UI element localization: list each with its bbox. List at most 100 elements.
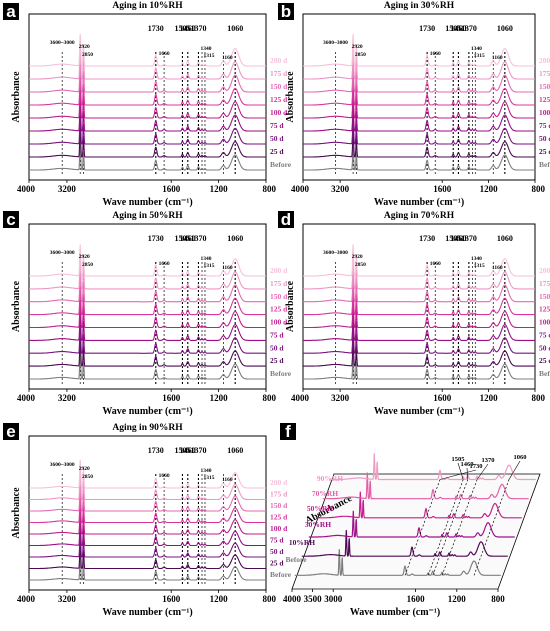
series-label: 50%RH <box>307 504 333 513</box>
x-axis-label: Wave number (cm⁻¹) <box>350 607 440 618</box>
series-label: 50 d <box>270 134 284 143</box>
series-label: 175 d <box>270 69 288 78</box>
series-label: Before <box>539 160 550 169</box>
peak-label: 1730 <box>419 24 435 33</box>
peak-label-small: 3600~3000 <box>50 40 75 46</box>
series-label: 200 d <box>270 478 288 487</box>
peak-label-small: 2920 <box>79 44 90 50</box>
peak-label: 1370 <box>190 24 206 33</box>
spectrum-line <box>303 142 535 171</box>
x-tick-label: 4000 <box>17 594 36 604</box>
x-tick-label: 3500 <box>304 594 323 604</box>
spectrum-line <box>329 453 536 481</box>
panel-letter-box <box>280 423 296 440</box>
x-tick-label: 800 <box>491 594 505 604</box>
peak-label-small: 1660 <box>430 261 441 267</box>
peak-label-small: 2920 <box>79 466 90 472</box>
peak-label-small: 1660 <box>159 473 170 479</box>
series-label: 90%RH <box>317 474 343 483</box>
peak-leader <box>508 460 521 480</box>
peak-label: 1460 <box>461 461 474 468</box>
x-tick-label: 1200 <box>480 393 499 403</box>
peak-label: 1370 <box>461 234 477 243</box>
x-tick-label: 1200 <box>210 393 229 403</box>
peak-label-small: 1340 <box>201 46 212 52</box>
x-tick-label: 4000 <box>283 594 302 604</box>
series-label: 150 d <box>270 501 288 510</box>
panel-letter: a <box>6 2 16 21</box>
plot-frame <box>28 13 267 181</box>
peak-label-small: 1340 <box>201 256 212 262</box>
panel-title: Aging in 30%RH <box>384 1 455 11</box>
peak-leader <box>457 462 464 480</box>
peak-label: 1505 <box>452 456 466 463</box>
spectrum-line <box>29 142 266 171</box>
series-label: Before <box>539 369 550 378</box>
peak-label-small: 3600~3000 <box>50 462 75 468</box>
spectrum-line <box>303 338 535 367</box>
x-tick-label: 3200 <box>58 184 77 194</box>
panel-letter: f <box>285 422 291 441</box>
x-tick-label: 800 <box>532 393 546 403</box>
plot-frame <box>28 223 267 390</box>
peak-label-small: 2850 <box>355 262 366 268</box>
series-label: 75 d <box>539 121 550 130</box>
peak-label: 1460 <box>450 24 466 33</box>
spectrum-line <box>303 257 535 290</box>
spectrum-line <box>303 244 535 277</box>
series-label: 175 d <box>539 69 550 78</box>
series-label: Before <box>270 570 292 579</box>
peak-label-small: 1315 <box>203 53 214 59</box>
peak-label: 1730 <box>148 446 164 455</box>
peak-label: 1505 <box>174 24 190 33</box>
series-label: 125 d <box>270 305 288 314</box>
x-tick-label: 3200 <box>58 393 77 403</box>
peak-label: 1730 <box>470 463 483 470</box>
spectrum-line <box>29 555 266 581</box>
peak-label: 1370 <box>190 234 206 243</box>
peak-guide <box>404 479 441 576</box>
series-label: 100 d <box>539 318 550 327</box>
peak-label: 1370 <box>461 24 477 33</box>
series-label: 75 d <box>270 330 284 339</box>
peak-label-small: 1660 <box>430 51 441 57</box>
spectrum-line <box>303 115 535 145</box>
x-tick-label: 4000 <box>17 184 36 194</box>
peak-guide <box>441 479 478 576</box>
series-label: 25 d <box>270 356 284 365</box>
y-axis-label: Absorbance <box>11 487 22 539</box>
peak-label: 1460 <box>180 234 196 243</box>
plot-frame <box>302 13 536 181</box>
x-tick-label: 1600 <box>407 594 426 604</box>
peak-label-small: 1315 <box>474 263 485 269</box>
series-label: Before <box>270 369 292 378</box>
series-label: 175 d <box>539 279 550 288</box>
panel-letter: e <box>6 422 15 441</box>
y-axis-label: Absorbance <box>11 280 22 332</box>
peak-label: 1505 <box>445 24 461 33</box>
peak-label-small: 2850 <box>82 52 93 58</box>
panel-d: Aging in 70%RH 4000 3200 1600 1200 800 Wave nu… <box>278 210 550 417</box>
peak-label-small: 1160 <box>222 55 233 61</box>
spectrum-line <box>29 244 266 277</box>
x-tick-label: 800 <box>532 184 546 194</box>
peak-label-small: 1160 <box>492 265 503 271</box>
peak-label-small: 2850 <box>82 474 93 480</box>
spectrum-line <box>29 543 266 570</box>
peak-label-small: 2920 <box>79 254 90 260</box>
spectrum-line <box>303 47 535 80</box>
spectrum-line <box>29 471 266 501</box>
spectrum-line <box>29 128 266 158</box>
peak-leader <box>476 463 489 480</box>
spectrum-line <box>301 529 508 557</box>
x-tick-label: 1200 <box>210 594 229 604</box>
series-label: Before <box>285 555 307 564</box>
peak-label-small: 1315 <box>474 53 485 59</box>
series-label: 25 d <box>539 356 550 365</box>
x-axis-label: Wave number (cm⁻¹) <box>102 607 192 618</box>
peak-label: 1060 <box>497 24 513 33</box>
peak-label-small: 2850 <box>82 262 93 268</box>
panel-title: Aging in 70%RH <box>384 211 455 221</box>
peak-label-small: 3600~3000 <box>323 40 348 46</box>
